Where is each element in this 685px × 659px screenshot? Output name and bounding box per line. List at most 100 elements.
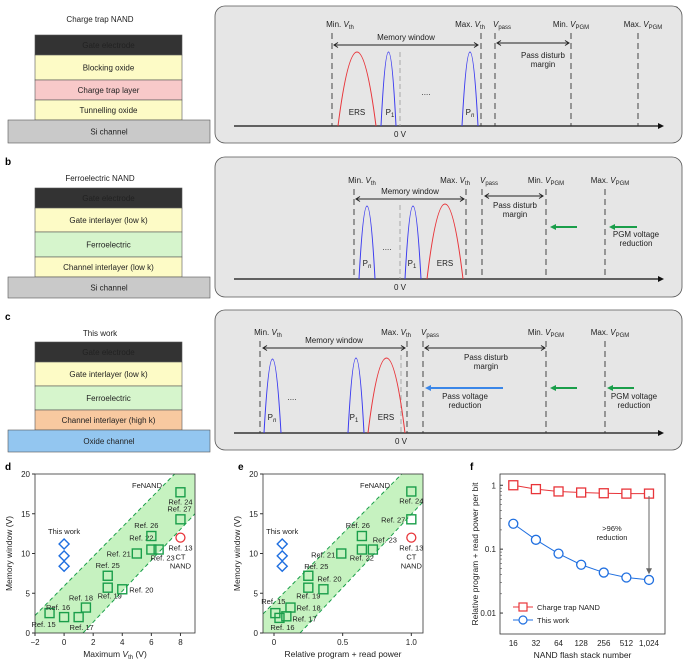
layer-label: Charge trap layer bbox=[78, 86, 140, 95]
pass-disturb-label: margin bbox=[531, 60, 555, 69]
max-vth-label-subscript: th bbox=[480, 25, 485, 31]
reference-point-marker bbox=[285, 602, 296, 613]
min-vpgm-label-symbol: V bbox=[545, 176, 551, 185]
reference-point-label: Ref. 23 bbox=[373, 536, 397, 545]
max-vpgm-label-subscript: PGM bbox=[649, 25, 663, 31]
min-vth-label-symbol: V bbox=[365, 176, 371, 185]
min-vpgm-label: Min. VPGM bbox=[528, 176, 564, 187]
pgm-reduction-label: PGM voltage bbox=[613, 230, 660, 239]
pgm-reduction-arrow-arrowhead-icon bbox=[609, 224, 615, 230]
pass-disturb-label: margin bbox=[474, 362, 498, 371]
max-vth-label-subscript: th bbox=[465, 181, 470, 187]
reference-point-marker bbox=[131, 548, 143, 559]
vpass-label-symbol: V bbox=[421, 328, 427, 337]
y-tick-label: 15 bbox=[21, 510, 30, 519]
ct-nand-label: NAND bbox=[170, 562, 192, 571]
x-tick-label: 6 bbox=[149, 638, 154, 647]
vpass-label-symbol: V bbox=[480, 176, 486, 185]
ct-nand-point bbox=[508, 480, 519, 491]
min-vpgm-label-prefix: Min. bbox=[553, 20, 570, 29]
min-vth-label-prefix: Min. bbox=[348, 176, 365, 185]
vpass-label-subscript: pass bbox=[485, 181, 498, 187]
reference-point-label: Ref. 16 bbox=[46, 603, 70, 612]
layer-1 bbox=[34, 54, 183, 81]
pass-disturb-arrow-left-arrowhead-icon bbox=[484, 193, 490, 199]
state-letter: P bbox=[466, 108, 471, 117]
min-vth-label: Min. Vth bbox=[254, 328, 282, 339]
y-axis-title: Memory window (V) bbox=[232, 516, 242, 591]
this-work-marker bbox=[58, 549, 71, 562]
max-vpgm-label-subscript: PGM bbox=[616, 333, 630, 339]
x-axis-title: Relative program + read power bbox=[285, 649, 402, 659]
reference-point-marker bbox=[406, 486, 417, 497]
pn-distribution-curve bbox=[461, 51, 479, 127]
max-vth-label-symbol: V bbox=[475, 20, 481, 29]
memory-window-label: Memory window bbox=[377, 33, 435, 42]
ers-label: ERS bbox=[378, 413, 394, 422]
min-vpgm-label-symbol: V bbox=[570, 20, 576, 29]
layer-label: Gate electrode bbox=[82, 41, 135, 50]
layer-label: Oxide channel bbox=[83, 437, 134, 446]
this-work-point bbox=[598, 567, 609, 578]
max-vpgm-label-symbol: V bbox=[610, 328, 616, 337]
p1-label: P1 bbox=[386, 108, 395, 119]
x-tick-label: 0 bbox=[62, 638, 67, 647]
x-tick-label: −2 bbox=[30, 638, 40, 647]
x-tick-label: 8 bbox=[178, 638, 183, 647]
y-tick-label: 0 bbox=[26, 629, 31, 638]
state-letter: P bbox=[350, 413, 355, 422]
layer-label: Channel interlayer (low k) bbox=[63, 263, 154, 272]
reference-point-marker bbox=[153, 544, 164, 555]
this-work-marker bbox=[276, 560, 289, 573]
legend-square-icon bbox=[518, 602, 528, 612]
max-vpgm-label-prefix: Max. bbox=[591, 328, 611, 337]
pn-distribution-curve bbox=[263, 358, 282, 434]
y-axis-title: Relative program + read power per bit bbox=[470, 482, 480, 626]
panel-letter-d: d bbox=[5, 462, 11, 473]
memory-window-arrow-left-arrowhead-icon bbox=[355, 196, 361, 202]
panel-letter-e: e bbox=[238, 462, 244, 473]
series-line bbox=[513, 523, 650, 581]
max-vpgm-label-prefix: Max. bbox=[624, 20, 644, 29]
ellipsis: .... bbox=[422, 88, 431, 97]
pass-reduction-label: reduction bbox=[449, 401, 482, 410]
vpass-label-subscript: pass bbox=[498, 25, 511, 31]
reference-point-marker bbox=[367, 544, 379, 555]
reference-point-marker bbox=[175, 514, 186, 525]
max-vpgm-label-prefix: Max. bbox=[591, 176, 611, 185]
reference-point-label: Ref. 26 bbox=[346, 521, 370, 530]
state-letter: P bbox=[386, 108, 391, 117]
reference-point-label: Ref. 17 bbox=[70, 623, 94, 632]
max-vpgm-label-subscript: PGM bbox=[616, 181, 630, 187]
pass-disturb-arrow-left-arrowhead-icon bbox=[424, 345, 430, 351]
reference-point-marker bbox=[44, 607, 55, 619]
min-vpgm-label: Min. VPGM bbox=[553, 20, 589, 31]
x-tick-label: 32 bbox=[531, 639, 540, 648]
min-vpgm-label-subscript: PGM bbox=[551, 181, 565, 187]
y-tick-label: 1 bbox=[492, 481, 497, 490]
reference-point-marker bbox=[146, 530, 157, 542]
reference-point-label: Ref. 27 bbox=[167, 504, 191, 513]
x-axis-title-prefix: Relative program + read power bbox=[285, 649, 402, 659]
min-vth-label-symbol: V bbox=[343, 20, 349, 29]
max-vpgm-label-symbol: V bbox=[610, 176, 616, 185]
x-tick-label: 128 bbox=[574, 639, 588, 648]
layer-label: Si channel bbox=[90, 128, 128, 137]
reference-point-marker bbox=[356, 544, 368, 555]
state-letter: P bbox=[268, 413, 273, 422]
p1-distribution-curve bbox=[404, 205, 422, 280]
max-vth-label-prefix: Max. bbox=[440, 176, 460, 185]
pn-distribution-curve bbox=[358, 205, 376, 280]
reference-point-label: Ref. 27 bbox=[381, 515, 405, 524]
y-axis-title: Memory window (V) bbox=[4, 516, 14, 591]
ellipsis: .... bbox=[383, 243, 392, 252]
fenand-band bbox=[263, 474, 423, 633]
pgm-reduction-arrow-arrowhead-icon bbox=[550, 385, 556, 391]
vpass-label: Vpass bbox=[493, 20, 511, 31]
stack-title: Charge trap NAND bbox=[66, 15, 133, 24]
ct-nand-point bbox=[553, 486, 564, 497]
panel-letter-f: f bbox=[470, 462, 474, 473]
reference-point-marker bbox=[406, 514, 417, 525]
reduction-arrowhead-icon bbox=[646, 568, 652, 575]
